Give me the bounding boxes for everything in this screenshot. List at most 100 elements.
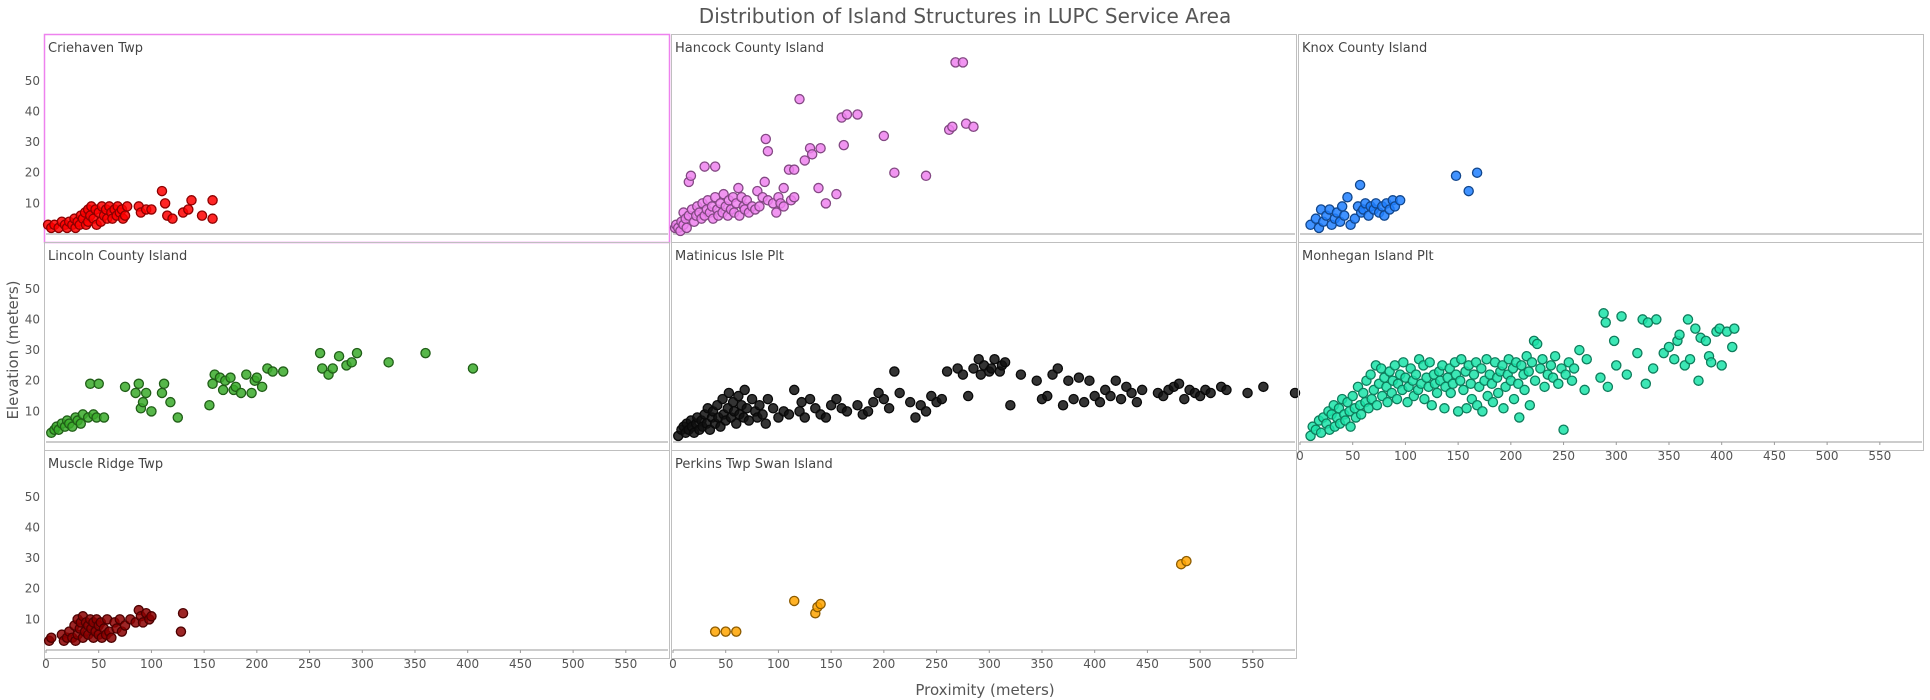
data-point <box>251 372 263 383</box>
data-point <box>1181 555 1192 567</box>
data-point <box>1690 323 1701 334</box>
data-point <box>852 399 863 411</box>
data-point <box>1492 387 1504 399</box>
data-point <box>1410 369 1422 380</box>
y-tick-label: 50 <box>25 74 40 88</box>
data-point <box>852 109 863 120</box>
data-point <box>146 204 157 215</box>
data-point <box>1560 369 1571 380</box>
y-tick-label: 40 <box>25 312 40 326</box>
data-point <box>1477 406 1488 417</box>
data-point <box>1529 375 1541 386</box>
data-point <box>760 418 772 429</box>
x-tick-label: 350 <box>404 657 427 671</box>
data-point <box>788 595 800 607</box>
x-tick-label: 50 <box>718 657 733 671</box>
data-point <box>1705 357 1717 368</box>
data-point <box>720 626 731 637</box>
data-point <box>904 396 916 408</box>
y-tick-label: 50 <box>25 282 40 296</box>
data-point <box>1445 387 1457 399</box>
data-point <box>733 390 744 402</box>
data-point <box>1471 167 1483 178</box>
panel-title: Lincoln County Island <box>48 249 187 264</box>
data-point <box>1358 387 1369 399</box>
data-point <box>1426 399 1438 411</box>
data-point <box>862 406 874 417</box>
x-tick-label: 100 <box>1394 449 1417 463</box>
data-point <box>241 369 252 380</box>
data-point <box>137 396 149 408</box>
x-tick-label: 0 <box>42 657 50 671</box>
data-point <box>1110 375 1122 386</box>
data-point <box>1574 344 1585 356</box>
panel-title: Hancock County Island <box>675 41 824 56</box>
data-point <box>1382 396 1393 408</box>
data-point <box>256 381 268 393</box>
data-point <box>699 161 710 172</box>
x-axis-title: Proximity (meters) <box>915 681 1054 699</box>
data-point <box>1519 384 1530 396</box>
data-point <box>1063 375 1074 386</box>
panel-title: Criehaven Twp <box>48 41 143 56</box>
data-point <box>804 393 816 405</box>
data-point <box>920 406 932 417</box>
data-point <box>1616 311 1627 322</box>
data-point <box>989 354 1000 365</box>
y-tick-label: 10 <box>25 612 40 626</box>
data-point <box>1450 170 1462 182</box>
data-point <box>119 210 131 221</box>
data-point <box>333 350 345 362</box>
x-tick-label: 550 <box>1241 657 1264 671</box>
data-point <box>1651 314 1662 325</box>
data-point <box>1439 403 1450 414</box>
data-point <box>1365 369 1376 380</box>
data-point <box>98 412 110 423</box>
data-point <box>1640 378 1652 390</box>
data-point <box>889 167 900 178</box>
y-tick-label: 30 <box>25 343 40 357</box>
data-point <box>681 222 692 234</box>
data-point <box>968 363 979 374</box>
x-tick-label: 450 <box>1136 657 1159 671</box>
data-point <box>172 412 184 423</box>
y-tick-label: 20 <box>25 374 40 388</box>
data-point <box>685 170 697 182</box>
data-point <box>159 198 171 209</box>
data-point <box>119 381 131 393</box>
data-point <box>1289 387 1301 399</box>
data-point <box>204 399 215 411</box>
data-point <box>1553 378 1564 390</box>
y-tick-label: 40 <box>25 520 40 534</box>
data-point <box>165 396 176 408</box>
data-point <box>156 387 168 399</box>
data-point <box>1031 375 1042 386</box>
panel-title: Knox County Island <box>1302 41 1427 56</box>
data-point <box>878 393 890 405</box>
data-point <box>771 207 782 218</box>
data-point <box>767 403 779 414</box>
data-point <box>1173 378 1185 390</box>
data-point <box>1371 399 1383 411</box>
data-point <box>1424 357 1435 368</box>
data-point <box>1402 396 1413 408</box>
data-point <box>746 393 758 405</box>
data-point <box>1015 369 1027 380</box>
panel-frame <box>44 242 670 451</box>
data-point <box>383 357 394 368</box>
data-point <box>1052 363 1064 374</box>
data-point <box>1456 354 1467 365</box>
data-point <box>1595 372 1606 383</box>
data-point <box>1531 338 1543 350</box>
data-point <box>1339 210 1350 221</box>
data-point <box>968 121 979 132</box>
data-point <box>794 93 805 105</box>
data-point <box>1398 357 1409 368</box>
y-tick-label: 20 <box>25 582 40 596</box>
x-tick-label: 50 <box>1345 449 1360 463</box>
x-tick-label: 500 <box>1189 657 1212 671</box>
data-point <box>1105 390 1116 402</box>
data-point <box>1545 360 1557 371</box>
data-point <box>316 363 328 374</box>
data-point <box>1508 393 1520 405</box>
